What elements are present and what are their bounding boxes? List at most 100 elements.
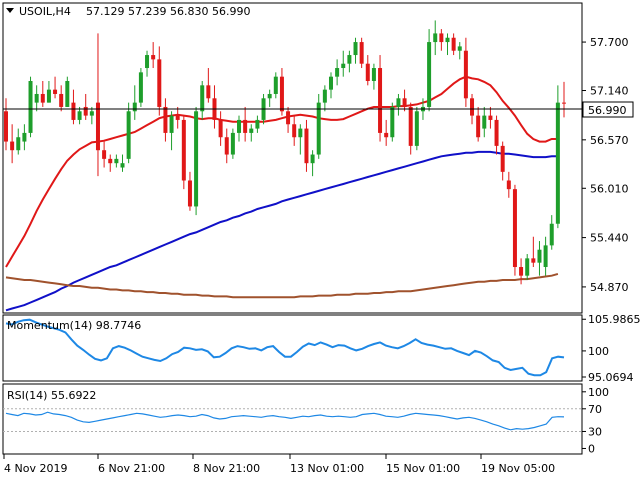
candle-body (163, 106, 168, 133)
candle-body (378, 68, 383, 133)
candle-body (359, 42, 364, 64)
candle-body (488, 115, 493, 120)
candle-body (506, 180, 511, 190)
price-panel[interactable]: 57.700 57.140 56.570 56.010 55.440 54.870 56.… (2, 2, 634, 314)
candle-body (445, 37, 450, 43)
candle-body (126, 111, 131, 159)
candle-body (77, 111, 82, 120)
candle-body (463, 50, 468, 99)
candle-body (10, 141, 15, 151)
price-tick-label: 54.870 (590, 281, 629, 294)
candle-body (59, 93, 64, 107)
candle-body (519, 267, 524, 276)
current-price-label: 56.990 (582, 101, 634, 118)
momentum-tick-label: 100 (588, 345, 609, 358)
candle-body (89, 111, 94, 116)
candle-body (396, 98, 401, 107)
candle-body (71, 102, 76, 120)
price-tick-label: 56.010 (590, 182, 629, 195)
time-tick-label: 15 Nov 01:00 (386, 462, 460, 475)
collapse-triangle-icon[interactable] (6, 8, 14, 13)
rsi-tick-label: 0 (588, 442, 595, 455)
candle-body (365, 63, 370, 81)
time-tick-label: 4 Nov 2019 (4, 462, 67, 475)
candle-body (83, 106, 88, 116)
momentum-axis: 105.9865 100 95.0694 (582, 313, 640, 384)
candle-body (512, 189, 517, 268)
candle-body (500, 145, 505, 172)
candle-body (181, 119, 186, 181)
mid-moving-average-line (5, 150, 558, 312)
candle-body (169, 115, 174, 133)
candle-body (120, 163, 125, 168)
candle-body (95, 102, 100, 151)
candle-body (16, 137, 21, 151)
current-price-value: 56.990 (588, 104, 627, 117)
momentum-panel[interactable]: 105.9865 100 95.0694 Momentum(14) 98.7746 (2, 313, 640, 384)
momentum-panel-frame (2, 314, 583, 382)
candle-body (249, 128, 254, 133)
candlesticks[interactable] (4, 20, 566, 285)
candle-body (286, 111, 291, 125)
candle-body (243, 119, 248, 133)
candle-body (414, 111, 419, 146)
rsi-panel-frame (2, 383, 583, 455)
candle-body (65, 81, 70, 107)
candle-body (451, 37, 456, 51)
candle-body (457, 46, 462, 51)
time-axis: 4 Nov 2019 6 Nov 21:00 8 Nov 21:00 13 Nov 0… (3, 454, 555, 475)
candle-body (267, 93, 272, 99)
candle-body (114, 158, 119, 164)
time-tick-label: 8 Nov 21:00 (193, 462, 260, 475)
candle-body (562, 102, 566, 104)
candle-body (218, 119, 223, 138)
symbol-label: USOIL,H4 (19, 5, 71, 18)
rsi-panel[interactable]: 100 70 30 0 RSI(14) 55.6922 (2, 383, 609, 455)
price-tick-label: 55.440 (590, 232, 629, 245)
candle-body (53, 89, 58, 94)
price-axis: 57.700 57.140 56.570 56.010 55.440 54.870 (582, 36, 629, 294)
candle-body (255, 119, 260, 129)
price-panel-frame (2, 2, 583, 314)
candle-body (200, 85, 205, 112)
time-tick-label: 19 Nov 05:00 (481, 462, 555, 475)
candle-body (40, 93, 45, 103)
candle-body (310, 154, 315, 164)
candle-body (543, 245, 548, 268)
candle-body (108, 158, 113, 164)
momentum-tick-label: 95.0694 (588, 371, 634, 384)
candle-body (273, 76, 278, 94)
candle-body (46, 89, 51, 103)
candle-body (230, 132, 235, 155)
momentum-tick-label: 105.9865 (588, 313, 640, 326)
candle-body (353, 42, 358, 56)
candle-body (279, 76, 284, 112)
momentum-line (5, 318, 565, 377)
candle-body (347, 55, 352, 64)
candle-body (151, 55, 156, 60)
candle-body (187, 180, 192, 207)
candle-body (102, 150, 107, 159)
momentum-series-line (5, 318, 565, 377)
candle-body (194, 111, 199, 207)
candle-body (138, 72, 143, 103)
candle-body (408, 106, 413, 146)
candle-body (22, 132, 27, 142)
candle-body (292, 124, 297, 138)
price-tick-label: 56.570 (590, 134, 629, 147)
rsi-axis: 100 70 30 0 (582, 386, 609, 455)
candle-body (439, 33, 444, 43)
candle-body (494, 119, 499, 146)
candle-body (304, 128, 309, 164)
candle-body (525, 258, 530, 276)
momentum-title: Momentum(14) 98.7746 (7, 319, 141, 332)
candle-body (371, 68, 376, 81)
slow-moving-average-line (5, 272, 559, 299)
rsi-tick-label: 100 (588, 386, 609, 399)
price-tick-label: 57.140 (590, 85, 629, 98)
candle-body (476, 115, 481, 138)
candle-body (28, 81, 33, 133)
candle-body (4, 111, 8, 142)
candle-body (427, 42, 432, 107)
